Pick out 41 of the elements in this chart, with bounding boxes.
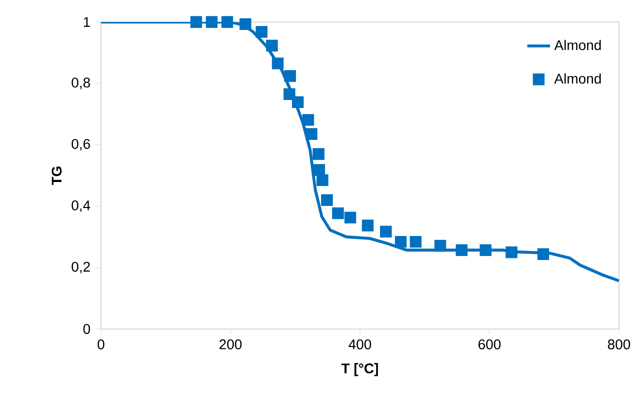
point xyxy=(306,128,318,140)
point xyxy=(240,18,252,30)
point xyxy=(410,236,422,248)
point xyxy=(292,96,304,108)
point xyxy=(302,114,314,126)
point xyxy=(506,246,518,258)
point xyxy=(537,248,550,260)
point xyxy=(284,88,296,100)
point xyxy=(190,16,202,28)
point xyxy=(256,26,268,38)
y-tick-label: 0,6 xyxy=(72,139,90,151)
y-tick-label: 1 xyxy=(84,17,90,27)
point xyxy=(456,244,468,256)
x-tick-label: 200 xyxy=(220,339,242,350)
point xyxy=(362,220,374,232)
point xyxy=(316,174,328,186)
y-tick-label: 0 xyxy=(83,324,90,334)
x-tick-label: 600 xyxy=(478,339,501,350)
x-tick-label: 800 xyxy=(608,339,630,350)
point xyxy=(434,240,446,252)
y-tick-label: 0,2 xyxy=(72,262,90,274)
x-tick-label: 0 xyxy=(98,339,104,350)
point xyxy=(221,16,234,28)
point xyxy=(321,194,333,206)
point xyxy=(332,207,344,220)
y-tick-label: 0,8 xyxy=(72,78,90,90)
point xyxy=(312,148,324,160)
point xyxy=(284,70,296,82)
y-tick-label: 0,4 xyxy=(72,200,90,212)
x-axis-title: T [°C] xyxy=(341,363,378,376)
y-axis-title: TG xyxy=(52,166,62,186)
point xyxy=(344,212,356,224)
point xyxy=(380,226,392,238)
point xyxy=(394,236,407,248)
x-tick-label: 400 xyxy=(348,339,372,350)
legend-label: Almond xyxy=(554,73,601,84)
point xyxy=(272,58,284,70)
point xyxy=(480,244,492,256)
point xyxy=(206,16,218,28)
point xyxy=(266,40,278,52)
legend-label: Almond xyxy=(554,40,601,50)
